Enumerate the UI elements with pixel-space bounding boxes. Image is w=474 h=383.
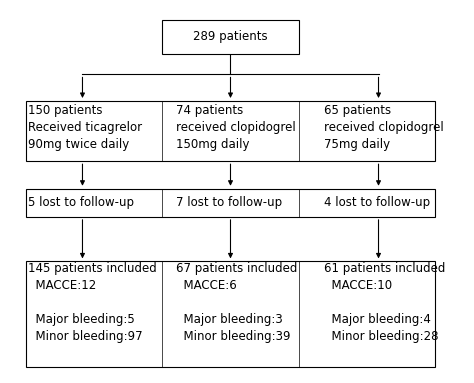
Text: 145 patients included
  MACCE:12

  Major bleeding:5
  Minor bleeding:97: 145 patients included MACCE:12 Major ble…	[28, 262, 156, 343]
Text: 65 patients
received clopidogrel
75mg daily: 65 patients received clopidogrel 75mg da…	[324, 104, 444, 151]
Text: 5 lost to follow-up: 5 lost to follow-up	[28, 196, 134, 210]
Bar	[26, 261, 436, 367]
Bar	[26, 101, 436, 161]
Text: 4 lost to follow-up: 4 lost to follow-up	[324, 196, 430, 210]
Bar	[26, 189, 436, 217]
Text: 150 patients
Received ticagrelor
90mg twice daily: 150 patients Received ticagrelor 90mg tw…	[28, 104, 142, 151]
Bar	[162, 20, 299, 54]
Text: 74 patients
received clopidogrel
150mg daily: 74 patients received clopidogrel 150mg d…	[176, 104, 296, 151]
Text: 67 patients included
  MACCE:6

  Major bleeding:3
  Minor bleeding:39: 67 patients included MACCE:6 Major bleed…	[176, 262, 297, 343]
Text: 7 lost to follow-up: 7 lost to follow-up	[176, 196, 282, 210]
Text: 289 patients: 289 patients	[193, 30, 268, 43]
Text: 61 patients included
  MACCE:10

  Major bleeding:4
  Minor bleeding:28: 61 patients included MACCE:10 Major blee…	[324, 262, 445, 343]
